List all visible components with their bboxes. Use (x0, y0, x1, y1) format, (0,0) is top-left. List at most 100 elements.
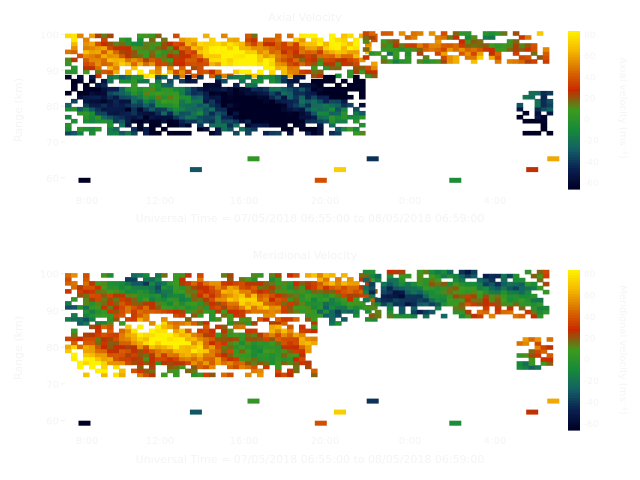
heatmap-cell (494, 293, 502, 299)
heatmap-cell (416, 47, 424, 52)
heatmap-cell (197, 45, 204, 51)
heatmap-cell (410, 43, 418, 48)
heatmap-cell (245, 301, 252, 306)
heatmap-cell (191, 78, 198, 84)
heatmap-cell (65, 126, 72, 132)
heatmap-cell (89, 78, 96, 84)
heatmap-cell (167, 281, 174, 286)
heatmap-cell (275, 277, 282, 282)
heatmap-cell (185, 293, 192, 298)
heatmap-cell (239, 313, 246, 318)
heatmap-cell (191, 368, 198, 374)
heatmap-cell (386, 297, 394, 303)
heatmap-cell (125, 110, 132, 116)
heatmap-cell (482, 289, 490, 295)
heatmap-cell (209, 98, 216, 104)
heatmap-cell (512, 277, 520, 283)
heatmap-cell (359, 65, 366, 71)
heatmap-cell (263, 293, 270, 298)
heatmap-cell (341, 53, 348, 59)
heatmap-cell (422, 293, 430, 299)
heatmap-cell (233, 37, 240, 43)
heatmap-cell (464, 269, 472, 275)
heatmap-cell (500, 293, 508, 299)
heatmap-cell (257, 289, 264, 294)
heatmap-cell (233, 324, 240, 330)
heatmap-cell (71, 86, 78, 92)
heatmap-cell (89, 45, 96, 51)
heatmap-cell (299, 110, 306, 116)
heatmap-cell (131, 90, 138, 96)
heatmap-cell (287, 73, 294, 79)
colorbar-swatch (568, 104, 580, 108)
heatmap-cell (227, 86, 234, 92)
heatmap-cell (239, 90, 246, 96)
heatmap-cell (341, 86, 348, 92)
heatmap-cell (281, 301, 288, 306)
heatmap-cell (137, 368, 144, 374)
colorbar-swatch (568, 125, 580, 129)
heatmap-cell (119, 114, 126, 120)
heatmap-cell (233, 69, 240, 75)
heatmap-cell (540, 106, 548, 112)
heatmap-cell (83, 94, 90, 100)
heatmap-cell (209, 305, 216, 310)
heatmap-cell (506, 39, 514, 44)
heatmap-cell (191, 344, 198, 350)
heatmap-cell (494, 301, 502, 307)
heatmap-cell (221, 78, 228, 84)
heatmap-cell (191, 372, 198, 378)
heatmap-cell (179, 73, 186, 79)
heatmap-cell (107, 336, 114, 342)
heatmap-cell (317, 69, 324, 75)
heatmap-cell (203, 301, 210, 306)
heatmap-cell (83, 114, 90, 120)
heatmap-cell (101, 332, 108, 338)
heatmap-cell (275, 352, 282, 358)
heatmap-cell (522, 341, 530, 346)
heatmap-cell (341, 106, 348, 112)
heatmap-cell (137, 289, 144, 294)
heatmap-cell (506, 43, 514, 48)
heatmap-cell (263, 336, 270, 342)
heatmap-cell (287, 360, 294, 366)
heatmap-cell (155, 309, 162, 314)
heatmap-cell (311, 86, 318, 92)
heatmap-cell (512, 273, 520, 279)
heatmap-cell (440, 55, 448, 60)
heatmap-cell (101, 102, 108, 108)
heatmap-cell (245, 114, 252, 120)
heatmap-cell (113, 348, 120, 354)
heatmap-cell (347, 94, 354, 100)
heatmap-cell (323, 53, 330, 59)
heatmap-cell (83, 372, 90, 378)
heatmap-cell (374, 277, 382, 283)
heatmap-cell (323, 297, 330, 302)
heatmap-cell (119, 90, 126, 96)
heatmap-cell (536, 277, 544, 283)
heatmap-cell (203, 53, 210, 59)
heatmap-cell (446, 59, 454, 64)
heatmap-cell (221, 332, 228, 338)
heatmap-cell (257, 309, 264, 314)
heatmap-cell (470, 35, 478, 40)
heatmap-cell (221, 90, 228, 96)
heatmap-cell (89, 33, 96, 39)
heatmap-cell (323, 305, 330, 310)
heatmap-cell (125, 360, 132, 366)
heatmap-cell (161, 126, 168, 132)
heatmap-cell (528, 361, 536, 366)
heatmap-cell (197, 344, 204, 350)
heatmap-cell (173, 372, 180, 378)
heatmap-cell (191, 65, 198, 71)
heatmap-cell (185, 114, 192, 120)
heatmap-cell (323, 86, 330, 92)
heatmap-cell (434, 281, 442, 287)
heatmap-cell (245, 344, 252, 350)
heatmap-cell (311, 324, 318, 330)
heatmap-cell (77, 126, 84, 132)
heatmap-cell (392, 55, 400, 60)
heatmap-cell (113, 118, 120, 124)
heatmap-cell (347, 285, 354, 290)
heatmap-cell (398, 313, 406, 319)
